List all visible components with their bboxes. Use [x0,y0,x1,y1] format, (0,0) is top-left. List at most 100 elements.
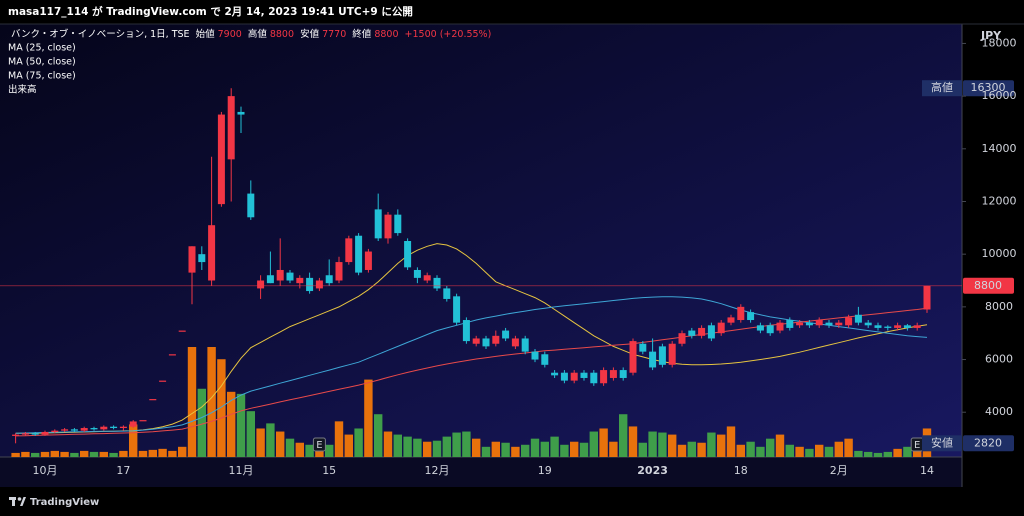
volume-bar [80,450,89,457]
candle-body [737,306,745,321]
symbol: バンク・オブ・イノベーション, 1日, TSE [11,28,190,40]
volume-bar [579,442,589,457]
low-value: 7770 [322,29,346,40]
candle-body [266,275,274,284]
volume-bar [40,451,50,457]
candle-body [580,372,588,378]
candle-body [923,285,931,310]
volume-bar [864,451,873,457]
volume-bar [736,444,745,457]
volume-bar [481,446,491,457]
candle-body [727,317,735,323]
candle-body [325,275,333,284]
candle-body [884,326,892,328]
brand: TradingView [30,497,99,508]
volume-bar [21,451,30,457]
volume-bar [207,347,216,457]
volume-bar [668,434,677,457]
candle-body [70,429,78,431]
volume-bar [726,426,736,457]
volume-bar [217,359,226,457]
candle-body [639,343,647,352]
volume-layer [11,347,932,457]
candle-body [776,322,784,331]
volume-bar [423,441,432,457]
volume-bar [168,450,177,457]
candle-body [90,428,98,430]
volume-bar [109,452,118,457]
candle-body [31,433,39,435]
volume-bar [854,450,863,457]
volume-bar [452,432,461,457]
candle-body [482,338,490,347]
volume-bar [442,436,451,457]
candle-body [413,269,421,278]
volume-bar [707,432,716,457]
volume-bar [295,442,304,457]
high-value: 8800 [270,29,294,40]
x-tick-label: 14 [920,464,934,477]
logo-mark [17,497,22,501]
candle-body [541,354,549,365]
price-axis [962,24,1024,487]
candle-body [178,330,186,332]
close-value: 8800 [374,29,398,40]
x-tick-label: 10月 [33,464,58,477]
volume-bar [834,441,843,457]
volume-bar [560,444,569,457]
candle-body [707,325,715,339]
candle-body [384,214,392,239]
candle-body [786,320,794,328]
volume-bar [530,438,540,457]
volume-bar [903,446,912,457]
volume-bar [462,431,471,457]
candle-layer [12,88,931,444]
candle-body [629,341,637,373]
candle-body [600,370,608,384]
candle-body [227,96,235,160]
y-tick-label: 16000 [982,89,1017,102]
price-label-tag [922,435,962,452]
currency-box [963,25,1024,47]
price-label-value: 8800 [974,279,1002,292]
candle-body [335,262,343,281]
candle-body [110,426,118,429]
ma-legend: MA (75, close) [8,71,76,82]
volume-bar [276,431,285,457]
ma-layer [15,243,928,437]
volume-bar [70,452,79,457]
header-text: masa117_114 が TradingView.com で 2月 14, 2… [8,5,413,18]
candle-body [472,338,480,344]
open-label: 始値 [196,28,216,40]
volume-bar [589,431,598,457]
candle-body [649,351,657,368]
volume-bar [99,451,108,457]
volume-bar [354,428,363,457]
close-label: 終値 [352,28,372,40]
candle-body [717,322,725,334]
candle-body [913,325,921,328]
volume-bar [383,431,393,457]
candle-body [306,277,314,292]
x-tick-label: 18 [734,464,748,477]
logo-mark [12,497,15,506]
volume-bar [540,441,549,457]
candle-body [80,428,88,431]
time-axis [0,457,962,487]
volume-bar [315,446,324,457]
candle-body [747,312,755,321]
candle-body [756,325,764,331]
volume-bar [285,438,295,457]
x-tick-label: 12月 [425,464,450,477]
ma-line [15,307,928,437]
candle-body [805,322,813,326]
volume-bar [766,438,775,457]
candle-body [894,325,902,328]
candle-body [404,241,412,268]
volume-bar [609,441,618,457]
price-label-name: 安値 [931,435,953,449]
volume-bar [570,441,579,457]
volume-bar [305,444,314,457]
candle-body [276,269,284,281]
volume-bar [628,426,638,457]
